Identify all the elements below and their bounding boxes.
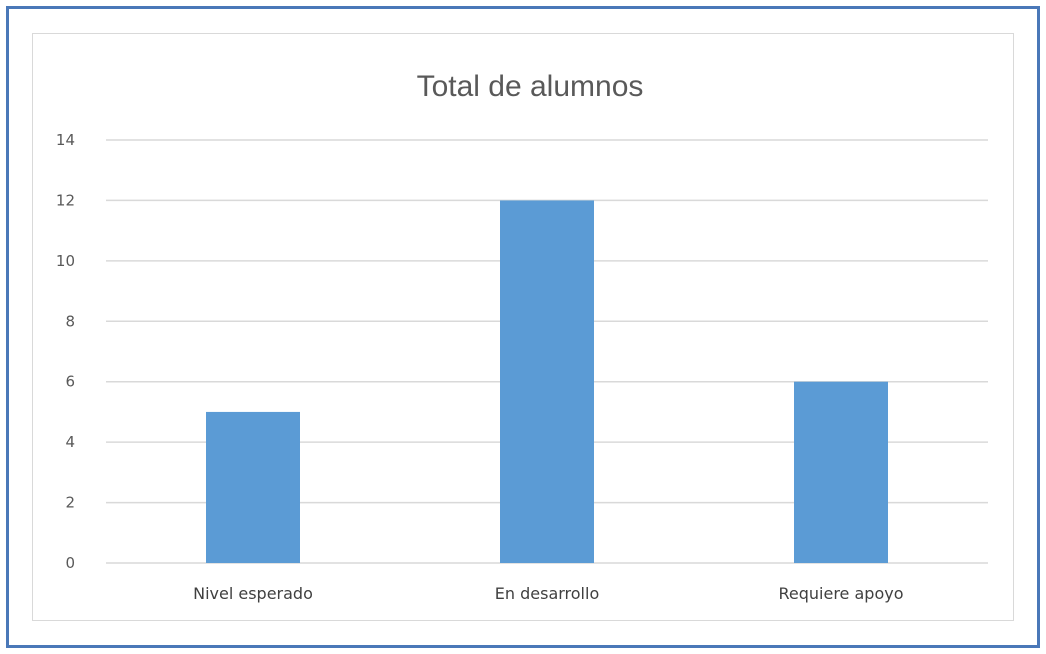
bars: [206, 200, 888, 563]
y-tick-label: 8: [65, 312, 75, 330]
y-tick-label: 10: [56, 252, 75, 270]
y-axis-ticks: 0 2 4 6 8 10 12 14: [56, 131, 75, 572]
y-tick-label: 6: [65, 373, 75, 391]
chart-title: Total de alumnos: [417, 70, 644, 103]
x-category-label: Requiere apoyo: [779, 584, 904, 603]
x-axis-labels: Nivel esperado En desarrollo Requiere apoy…: [193, 584, 903, 603]
x-category-label: En desarrollo: [495, 584, 599, 603]
bar: [500, 200, 594, 563]
bar: [206, 411, 300, 563]
y-tick-label: 0: [65, 554, 75, 572]
x-category-label: Nivel esperado: [193, 584, 313, 603]
y-tick-label: 14: [56, 131, 75, 149]
y-tick-label: 4: [65, 433, 75, 451]
y-tick-label: 12: [56, 191, 75, 209]
y-tick-label: 2: [65, 494, 75, 512]
bar: [794, 381, 888, 563]
